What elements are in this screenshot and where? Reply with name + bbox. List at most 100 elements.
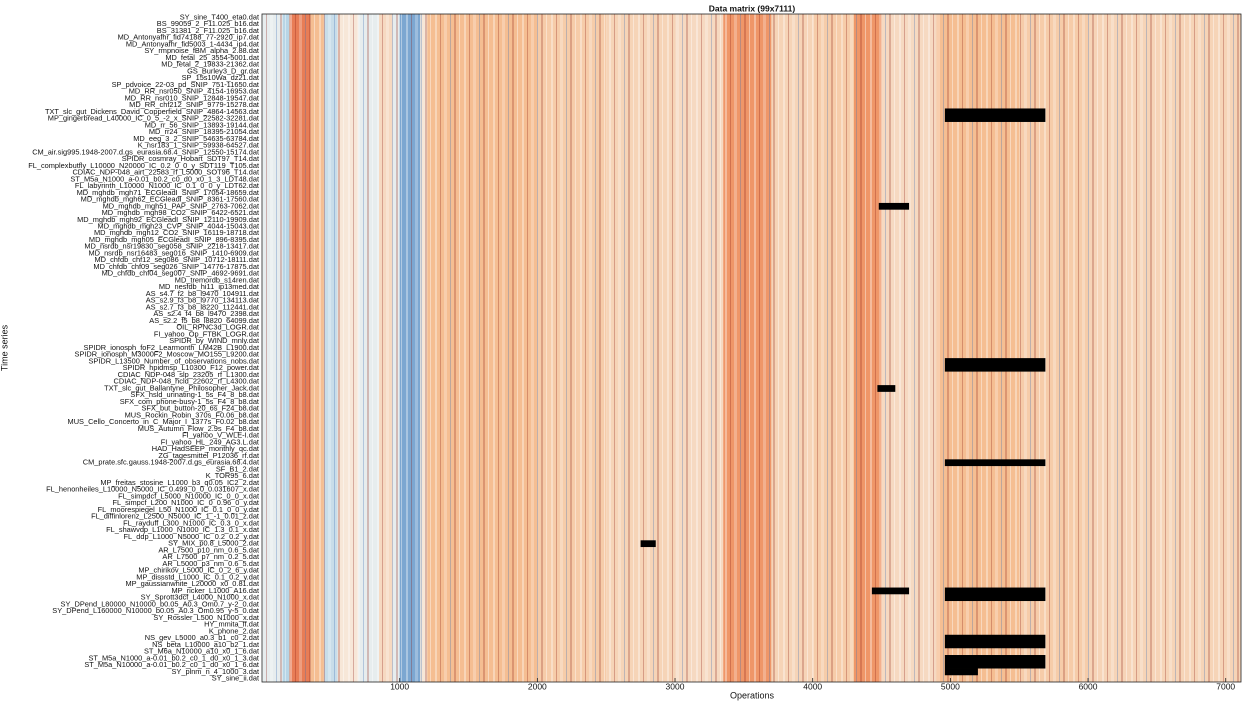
row-label: MD_eeg_3_2_SNIP_54635-63784.dat xyxy=(133,134,259,143)
row-label: MP_gingerbread_L40000_IC_0_5_-2_x_SNIP_2… xyxy=(48,114,259,123)
row-label: ST_M5a_N1000_a-0.01_b0.2_c0_d0_x0_1_3_LD… xyxy=(70,174,259,183)
row-label: SY_Sprott3dcf_L4000_N1000_x.dat xyxy=(141,593,259,602)
row-label: MD_rr_56_SNIP_13893-19144.dat xyxy=(145,120,259,129)
row-label: SF_B1_2.dat xyxy=(216,464,259,473)
row-label: TXT_slc_gut_Ballantyne_Philosopher_Jack.… xyxy=(104,383,259,392)
row-label: FI_yahoo_HL_249_AG3.L.dat xyxy=(161,437,259,446)
row-label: CDIAC_NDP-048_hcld_22602_rf_L4300.dat xyxy=(114,377,259,386)
row-label: FL_rayduff_L300_N1000_IC_0.3_0_x.dat xyxy=(123,518,259,527)
row-label: FI_yahoo_Op_FTBK_LOGR.dat xyxy=(154,329,259,338)
row-label: SY_DPend_L160000_N10000_b0.05_A0.3_Om0.9… xyxy=(52,606,259,615)
row-label: MD_nsrdb_nsr19830_seg058_SNIP_2218-13417… xyxy=(84,242,259,251)
row-label: K_phone_2.dat xyxy=(209,626,259,635)
row-label: HY_mmita_ff.dat xyxy=(204,620,259,629)
y-axis-label: Time series xyxy=(0,324,9,371)
row-label: MD_mghdb_mgh98_CO2_SNIP_6422-6521.dat xyxy=(102,208,259,217)
row-label: K_TOR95_6.dat xyxy=(206,471,259,480)
row-label: ST_M5a_N1000_a-0.01_b0.2_c0_1_d0_x0_1_3.… xyxy=(88,653,259,662)
row-label: CM_air.sig995.1948-2007.d.gs_eurasia.68.… xyxy=(32,147,259,156)
row-label: ST_M6a_N10000_a10_x0_1_6.dat xyxy=(144,647,259,656)
x-tick-label: 1000 xyxy=(390,681,409,691)
missing-block xyxy=(877,385,896,392)
row-label: FL_complexbutfly_L10000_N20000_IC_0.2_0_… xyxy=(28,161,259,170)
x-tick-label: 7000 xyxy=(1216,681,1235,691)
row-label: SY_MIX_p0.8_L5000_2.dat xyxy=(168,539,259,548)
row-label: NS_beta_L10000_a10_b2_1.dat xyxy=(152,640,259,649)
row-label: MUS_Rockin_Robin_370s_F0.06_b8.dat xyxy=(125,410,259,419)
row-label: SY_DPend_L80000_N10000_b0.05_A0.3_Om0.7_… xyxy=(61,599,259,608)
row-label: MP_chirikov_L5000_IC_0_2_6_y.dat xyxy=(138,566,259,575)
x-tick-label: 2000 xyxy=(528,681,547,691)
row-label: SY_Rossler_L500_N1000_x.dat xyxy=(153,613,259,622)
x-axis-label: Operations xyxy=(730,690,775,700)
row-label: MD_Antonyafhr_fid5003_1-4434_ip4.dat xyxy=(126,39,259,48)
row-label: AS_s2.7_f3_b8_l8220_112441.dat xyxy=(146,302,259,311)
row-label: FL_shawvdp_L1000_N1000_IC_1.3_0.1_x.dat xyxy=(106,525,259,534)
row-label: FL_henonheiles_L10000_N5000_IC_0.499_0_0… xyxy=(46,485,259,494)
row-label: MP_ricker_L1000_A16.dat xyxy=(171,586,259,595)
row-label: MD_mghdb_mgh92_ECGleadI_SNIP_12110-19909… xyxy=(77,215,259,224)
row-label: SPIDR_ionosph_M3000F2_Moscow_MO155_L9200… xyxy=(75,350,259,359)
missing-block xyxy=(944,108,1046,122)
row-label: AR_L7500_p7_nm_0.2_5.dat xyxy=(162,552,259,561)
row-label: FL_simpdcf_L5000_N10000_IC_0_0_x.dat xyxy=(118,491,259,500)
row-label: MD_nsrdb_nsr16483_seg016_SNIP_1410-6909.… xyxy=(88,248,259,257)
x-tick-label: 6000 xyxy=(1079,681,1098,691)
x-tick-label: 3000 xyxy=(666,681,685,691)
row-label: FI_yahoo_V_WLE-I.dat xyxy=(182,431,259,440)
row-label: GS_Burley3_D_gr.dat xyxy=(187,66,259,75)
missing-block xyxy=(944,358,1046,372)
row-label: MD_mghdb_mgh12_CO2_SNIP_16119-18718.dat xyxy=(94,228,259,237)
row-label: MD_chfdb_chf12_seg086_SNIP_10712-18111.d… xyxy=(95,255,260,264)
row-label: SY_sine_ii.dat xyxy=(212,674,259,683)
row-label: MD_RR_chf212_SNIP_9779-15278.dat xyxy=(129,100,259,109)
row-label: AR_L7500_p10_nm_0.6_5.dat xyxy=(158,545,259,554)
row-label: SY_plnm_n_4_1000_3.dat xyxy=(171,667,259,676)
row-label: MD_mghdb_mgh51_PAP_SNIP_2763-7062.dat xyxy=(103,201,259,210)
missing-block xyxy=(944,634,1046,649)
row-label: CDIAC_NDP-048_airt_22583_rf_L5000_SOT96_… xyxy=(72,168,259,177)
row-label: CM_prate.sfc.gauss.1948-2007.d.gs_eurasi… xyxy=(83,458,259,467)
row-label: MD_mghdb_mgh62_ECGleadI_SNIP_8361-17560.… xyxy=(81,195,259,204)
row-label: MD_tremordb_s14ren.dat xyxy=(175,275,259,284)
row-label: MD_mghdb_mgh23_CVP_SNIP_4044-15043.dat xyxy=(98,221,259,230)
row-label: AS_s4.7_f2_b8_l9470_104911.dat xyxy=(146,289,259,298)
row-label: SFX_but_button-20_6s_F24_b8.dat xyxy=(141,404,259,413)
row-label: MD_fetal_2_19833-21362.dat xyxy=(161,60,259,69)
labels: SY_sine_T400_eta0.datBS_99059_2_F11.025_… xyxy=(28,12,1235,691)
row-label: MD_Antonyafhr_fid74188_77-2920_ip7.dat xyxy=(118,33,259,42)
row-label: SPIDR_by_WIND_mnly.dat xyxy=(169,336,259,345)
row-label: MD_rr24_SNIP_18395-21054.dat xyxy=(149,127,259,136)
row-label: K_nsr183_1_SNIP_59938-64527.dat xyxy=(138,141,259,150)
row-label: AS_s2.2_f5_b8_l8820_64099.dat xyxy=(149,316,259,325)
row-label: ST_M5a_N10000_a-0.01_b0.2_c0_1_d0_x0_1_6… xyxy=(84,660,259,669)
row-label: SP_15s10Wa_dz21.dat xyxy=(182,73,259,82)
row-label: SPIDR_hpidmsp_L10300_F12_power.dat xyxy=(123,363,259,372)
row-label: BS_99059_2_F11.025_b16.dat xyxy=(157,19,259,28)
row-label: TXT_slc_gut_Dickens_David_Copperfield_SN… xyxy=(45,107,259,116)
row-label: AR_L5000_p3_nm_0.6_5.dat xyxy=(162,559,259,568)
row-label: MP_freitas_stosine_L1000_b3_q0.05_IC2_2.… xyxy=(100,478,259,487)
row-label: OIL_RPNC3d_LOGR.dat xyxy=(176,323,259,332)
missing-cells xyxy=(640,108,1046,676)
row-label: MD_chfdb_chf09_seg026_SNIP_14776-17875.d… xyxy=(93,262,259,271)
row-label: SPIDR_L13500_Number_of_observations_nobs… xyxy=(88,356,259,365)
row-label: HAD_HadSEEP_monthly_qc.dat xyxy=(152,444,259,453)
row-label: MD_mghdb_mgh05_ECGleadI_SNIP_896-8395.da… xyxy=(89,235,259,244)
row-label: BS_31381_2_F11.025_b16.dat xyxy=(157,26,259,35)
row-label: SFX_hsld_urinating-1_5s_F4_8_b8.dat xyxy=(130,390,259,399)
row-label: MD_nesfdb_hi11_ip13med.dat xyxy=(159,282,259,291)
row-label: FL_moorespiegel_L50_N1000_IC_0.1_0_0_y.d… xyxy=(98,505,259,514)
missing-block xyxy=(871,587,910,595)
row-label: MP_dissstd_L1000_IC_0.1_0.2_y.dat xyxy=(136,572,259,581)
row-label: AS_s2.4_f4_b8_l9470_2398.dat xyxy=(153,309,259,318)
missing-block xyxy=(944,668,978,676)
row-label: MD_fetal_25_3554-5001.dat xyxy=(165,53,259,62)
row-label: ZG_tagesmittel_P12036_rf.dat xyxy=(158,451,259,460)
row-label: SFX_com_phone-busy-1_5s_F4_8_b8.dat xyxy=(120,397,259,406)
x-tick-label: 5000 xyxy=(941,681,960,691)
texture xyxy=(262,14,1241,682)
row-label: SP_pdvoice_22-03_pd_SNIP_751-11650.dat xyxy=(112,80,259,89)
row-label: SPIDR_cosmray_Hobart_SDT97_T14.dat xyxy=(122,154,259,163)
